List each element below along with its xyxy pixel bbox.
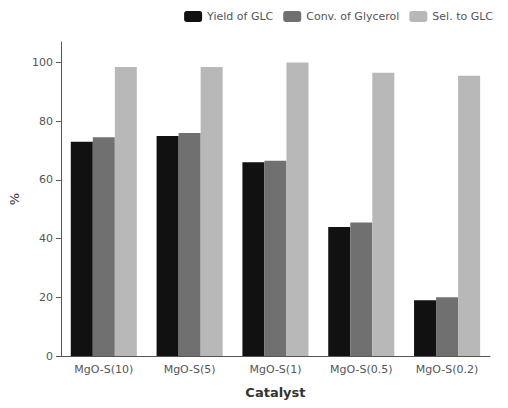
svg-text:MgO-S(10): MgO-S(10) — [74, 363, 133, 376]
svg-text:MgO-S(0.2): MgO-S(0.2) — [416, 363, 478, 376]
svg-text:MgO-S(5): MgO-S(5) — [164, 363, 216, 376]
svg-text:Conv. of Glycerol: Conv. of Glycerol — [306, 10, 399, 23]
svg-text:40: 40 — [39, 232, 53, 245]
svg-text:100: 100 — [32, 56, 53, 69]
svg-text:80: 80 — [39, 115, 53, 128]
svg-text:20: 20 — [39, 291, 53, 304]
svg-text:MgO-S(1): MgO-S(1) — [249, 363, 301, 376]
svg-text:Catalyst: Catalyst — [245, 385, 305, 400]
svg-text:MgO-S(0.5): MgO-S(0.5) — [330, 363, 392, 376]
svg-text:Yield of GLC: Yield of GLC — [206, 10, 273, 23]
svg-text:Sel. to GLC: Sel. to GLC — [432, 10, 493, 23]
svg-text:60: 60 — [39, 173, 53, 186]
svg-text:%: % — [7, 193, 22, 205]
svg-text:0: 0 — [46, 350, 53, 363]
